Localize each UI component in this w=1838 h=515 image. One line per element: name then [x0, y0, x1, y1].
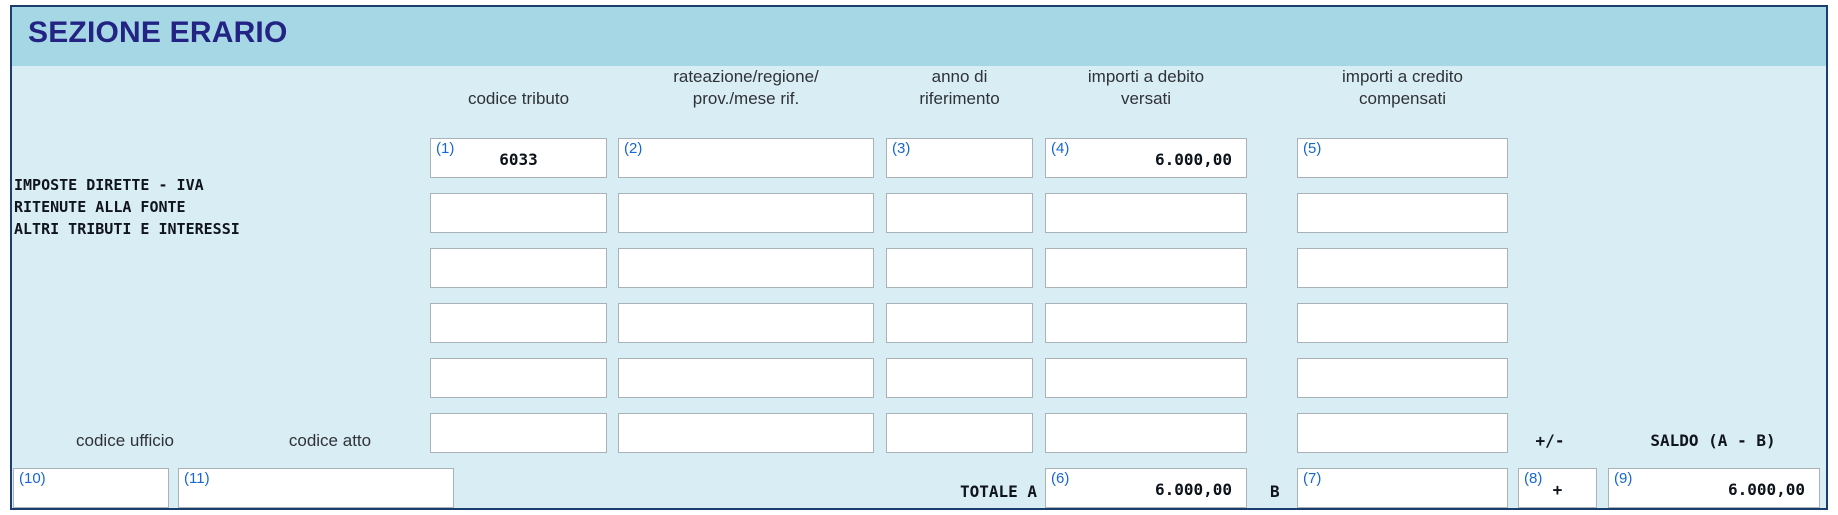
- field-number: (2): [624, 140, 643, 157]
- erario-grid-field[interactable]: [1045, 193, 1247, 233]
- label-totale-a: TOTALE A: [959, 482, 1037, 501]
- field-11-codice-atto[interactable]: (11): [178, 468, 454, 508]
- column-header-line: importi a debito: [1087, 67, 1205, 86]
- column-header-line: versati: [1120, 89, 1172, 108]
- field-6-totale-a[interactable]: (6) 6.000,00: [1045, 468, 1247, 508]
- field-2-rateazione[interactable]: (2): [618, 138, 874, 178]
- erario-grid-field[interactable]: [430, 193, 607, 233]
- column-header-debito: importi a debito versati: [1045, 64, 1247, 110]
- row-label-altri-tributi: ALTRI TRIBUTI E INTERESSI: [14, 220, 240, 238]
- field-value: 6.000,00: [1154, 480, 1232, 499]
- section-row-labels: IMPOSTE DIRETTE - IVA RITENUTE ALLA FONT…: [14, 174, 240, 240]
- field-value: +: [1552, 480, 1563, 499]
- erario-grid-field[interactable]: [1297, 358, 1508, 398]
- field-number: (3): [892, 140, 911, 157]
- field-number: (1): [436, 140, 455, 157]
- column-header-line: riferimento: [919, 89, 1000, 108]
- field-value: 6.000,00: [1727, 480, 1805, 499]
- row-label-imposte-dirette: IMPOSTE DIRETTE - IVA: [14, 176, 204, 194]
- label-saldo: SALDO (A - B): [1650, 431, 1776, 450]
- sezione-erario-panel: SEZIONE ERARIO codice tributo rateazione…: [10, 5, 1828, 510]
- field-9-saldo[interactable]: (9) 6.000,00: [1608, 468, 1820, 508]
- field-3-anno-riferimento[interactable]: (3): [886, 138, 1033, 178]
- label-codice-atto: codice atto: [288, 431, 372, 450]
- field-8-segno[interactable]: (8) +: [1518, 468, 1597, 508]
- erario-grid-field[interactable]: [618, 303, 874, 343]
- erario-grid-field[interactable]: [430, 248, 607, 288]
- section-title: SEZIONE ERARIO: [28, 16, 288, 49]
- erario-grid-field[interactable]: [1297, 248, 1508, 288]
- column-header-line: importi a credito: [1342, 67, 1463, 86]
- erario-grid-field[interactable]: [1297, 413, 1508, 453]
- column-header-line: anno di: [931, 67, 988, 86]
- field-7-totale-b[interactable]: (7): [1297, 468, 1508, 508]
- erario-grid-field[interactable]: [618, 413, 874, 453]
- field-number: (6): [1051, 470, 1070, 487]
- erario-grid-field[interactable]: [430, 413, 607, 453]
- field-number: (10): [19, 470, 46, 487]
- column-header-credito: importi a credito compensati: [1297, 64, 1508, 110]
- field-10-codice-ufficio[interactable]: (10): [13, 468, 169, 508]
- erario-grid-field[interactable]: [1045, 358, 1247, 398]
- erario-grid-field[interactable]: [886, 193, 1033, 233]
- field-number: (5): [1303, 140, 1322, 157]
- erario-grid-field[interactable]: [618, 248, 874, 288]
- field-5-importo-credito[interactable]: (5): [1297, 138, 1508, 178]
- label-totale-b: B: [1270, 482, 1280, 501]
- label-segno: +/-: [1535, 431, 1565, 450]
- erario-grid-field[interactable]: [886, 413, 1033, 453]
- column-header-anno: anno di riferimento: [886, 64, 1033, 110]
- erario-grid-field[interactable]: [886, 303, 1033, 343]
- erario-grid-field[interactable]: [1045, 303, 1247, 343]
- column-header-line: compensati: [1359, 89, 1446, 108]
- erario-grid-field[interactable]: [618, 358, 874, 398]
- erario-grid-field[interactable]: [430, 358, 607, 398]
- erario-grid-field[interactable]: [1045, 413, 1247, 453]
- field-value: 6033: [499, 150, 538, 169]
- column-header-line: prov./mese rif.: [692, 89, 800, 108]
- column-header-line: codice tributo: [467, 89, 570, 108]
- erario-grid-field[interactable]: [1045, 248, 1247, 288]
- field-1-codice-tributo[interactable]: (1) 6033: [430, 138, 607, 178]
- field-number: (8): [1524, 470, 1543, 487]
- column-header-line: rateazione/regione/: [673, 67, 819, 86]
- erario-grid-field[interactable]: [886, 358, 1033, 398]
- column-header-codice-tributo: codice tributo: [430, 64, 607, 110]
- erario-grid-field[interactable]: [1297, 303, 1508, 343]
- row-label-ritenute: RITENUTE ALLA FONTE: [14, 198, 186, 216]
- field-number: (11): [184, 470, 210, 487]
- field-number: (9): [1614, 470, 1633, 487]
- section-header-band: SEZIONE ERARIO: [12, 7, 1826, 66]
- erario-grid-field[interactable]: [886, 248, 1033, 288]
- field-4-importo-debito[interactable]: (4) 6.000,00: [1045, 138, 1247, 178]
- erario-grid-field[interactable]: [430, 303, 607, 343]
- column-header-rateazione: rateazione/regione/ prov./mese rif.: [618, 64, 874, 110]
- field-number: (7): [1303, 470, 1322, 487]
- field-number: (4): [1051, 140, 1070, 157]
- erario-grid-field[interactable]: [1297, 193, 1508, 233]
- erario-grid-field[interactable]: [618, 193, 874, 233]
- label-codice-ufficio: codice ufficio: [76, 431, 174, 450]
- field-value: 6.000,00: [1154, 150, 1232, 169]
